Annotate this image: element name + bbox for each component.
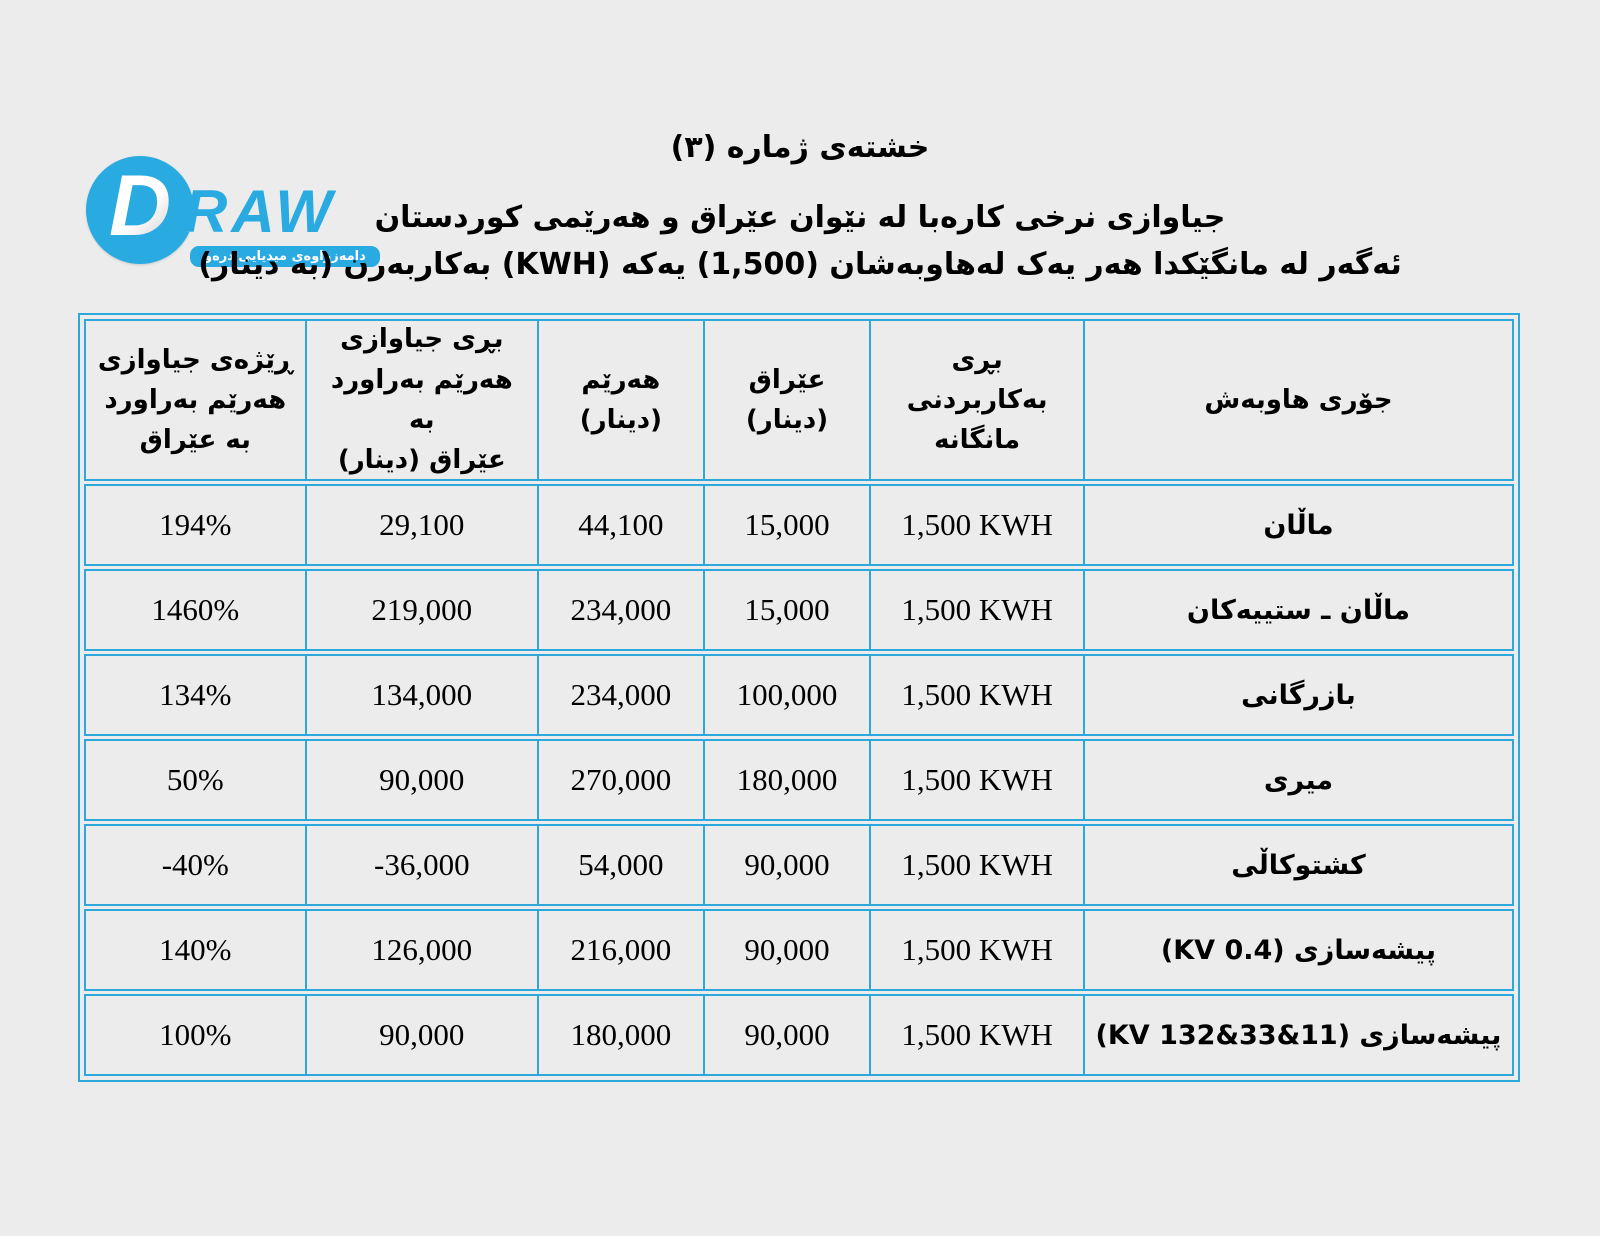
- header-diff-percentage: ڕێژەی جیاوازی هەرێم بەراورد به عێراق: [97, 344, 293, 456]
- cell-region: 234,000: [537, 571, 703, 649]
- cell-region: 216,000: [537, 911, 703, 989]
- cell-type: ماڵان: [1082, 486, 1512, 564]
- cell-type: ماڵان ـ ستییەکان: [1082, 571, 1512, 649]
- logo-banner-text: دامەزراوەی میدیایی درەو: [190, 246, 380, 267]
- cell-diff: -36,000: [304, 826, 538, 904]
- cell-iraq: 90,000: [702, 826, 870, 904]
- cell-diff: 90,000: [304, 741, 538, 819]
- header-region-dinar: هەرێم (دینار): [537, 321, 703, 479]
- cell-consumption: 1,500 KWH: [869, 571, 1083, 649]
- cell-region: 270,000: [537, 741, 703, 819]
- price-comparison-table: جۆری هاوبەش بڕی بەکاربردنی مانگانه عێراق…: [78, 313, 1520, 1082]
- cell-region: 54,000: [537, 826, 703, 904]
- table-row: ماڵان ـ ستییەکان 1,500 KWH 15,000 234,00…: [84, 569, 1514, 651]
- cell-iraq: 100,000: [702, 656, 870, 734]
- table-row: ماڵان 1,500 KWH 15,000 44,100 29,100 194…: [84, 484, 1514, 566]
- cell-pct: 194%: [159, 507, 232, 542]
- cell-type: پیشەسازی (11&33&132 KV): [1082, 996, 1512, 1074]
- cell-consumption: 1,500 KWH: [869, 741, 1083, 819]
- cell-diff: 219,000: [304, 571, 538, 649]
- cell-iraq: 15,000: [702, 486, 870, 564]
- table-header-row: جۆری هاوبەش بڕی بەکاربردنی مانگانه عێراق…: [84, 319, 1514, 481]
- cell-iraq: 15,000: [702, 571, 870, 649]
- table-row: بازرگانی 1,500 KWH 100,000 234,000 134,0…: [84, 654, 1514, 736]
- cell-consumption: 1,500 KWH: [869, 911, 1083, 989]
- draw-media-logo: D RAW دامەزراوەی میدیایی درەو: [86, 156, 386, 276]
- subtitle-detail: ئەگەر له مانگێکدا هەر یەک لەهاوبەشان (1,…: [198, 247, 1402, 282]
- table-row: پیشەسازی (0.4 KV) 1,500 KWH 90,000 216,0…: [84, 909, 1514, 991]
- cell-region: 234,000: [537, 656, 703, 734]
- logo-circle: D: [86, 156, 194, 264]
- header-subscriber-type: جۆری هاوبەش: [1082, 321, 1512, 479]
- table-row: پیشەسازی (11&33&132 KV) 1,500 KWH 90,000…: [84, 994, 1514, 1076]
- cell-iraq: 180,000: [702, 741, 870, 819]
- cell-type: میری: [1082, 741, 1512, 819]
- cell-type: بازرگانی: [1082, 656, 1512, 734]
- cell-region: 180,000: [537, 996, 703, 1074]
- logo-wordmark: RAW: [184, 178, 336, 245]
- cell-iraq: 90,000: [702, 996, 870, 1074]
- cell-consumption: 1,500 KWH: [869, 826, 1083, 904]
- cell-consumption: 1,500 KWH: [869, 996, 1083, 1074]
- cell-pct: -40%: [161, 847, 229, 882]
- cell-consumption: 1,500 KWH: [869, 656, 1083, 734]
- cell-type: کشتوکاڵی: [1082, 826, 1512, 904]
- subtitle-main: جیاوازی نرخی کارەبا له نێوان عێراق و هەر…: [374, 200, 1226, 235]
- header-diff-amount: بڕی جیاوازی هەرێم بەراورد به عێراق (دینا…: [304, 321, 538, 479]
- cell-diff: 90,000: [304, 996, 538, 1074]
- cell-pct: 1460%: [151, 592, 240, 627]
- cell-region: 44,100: [537, 486, 703, 564]
- cell-diff: 29,100: [304, 486, 538, 564]
- cell-type: پیشەسازی (0.4 KV): [1082, 911, 1512, 989]
- cell-iraq: 90,000: [702, 911, 870, 989]
- header-iraq-dinar: عێراق (دینار): [702, 321, 870, 479]
- cell-pct: 50%: [166, 762, 224, 797]
- logo-d-letter: D: [108, 158, 172, 254]
- table-row: میری 1,500 KWH 180,000 270,000 90,000 50…: [84, 739, 1514, 821]
- cell-pct: 134%: [159, 677, 232, 712]
- header-monthly-consumption: بڕی بەکاربردنی مانگانه: [869, 321, 1083, 479]
- cell-diff: 134,000: [304, 656, 538, 734]
- cell-pct: 100%: [159, 1017, 232, 1052]
- cell-consumption: 1,500 KWH: [869, 486, 1083, 564]
- table-row: کشتوکاڵی 1,500 KWH 90,000 54,000 -36,000…: [84, 824, 1514, 906]
- cell-diff: 126,000: [304, 911, 538, 989]
- cell-pct: 140%: [159, 932, 232, 967]
- page-title: خشتەی ژماره (٣): [670, 130, 930, 165]
